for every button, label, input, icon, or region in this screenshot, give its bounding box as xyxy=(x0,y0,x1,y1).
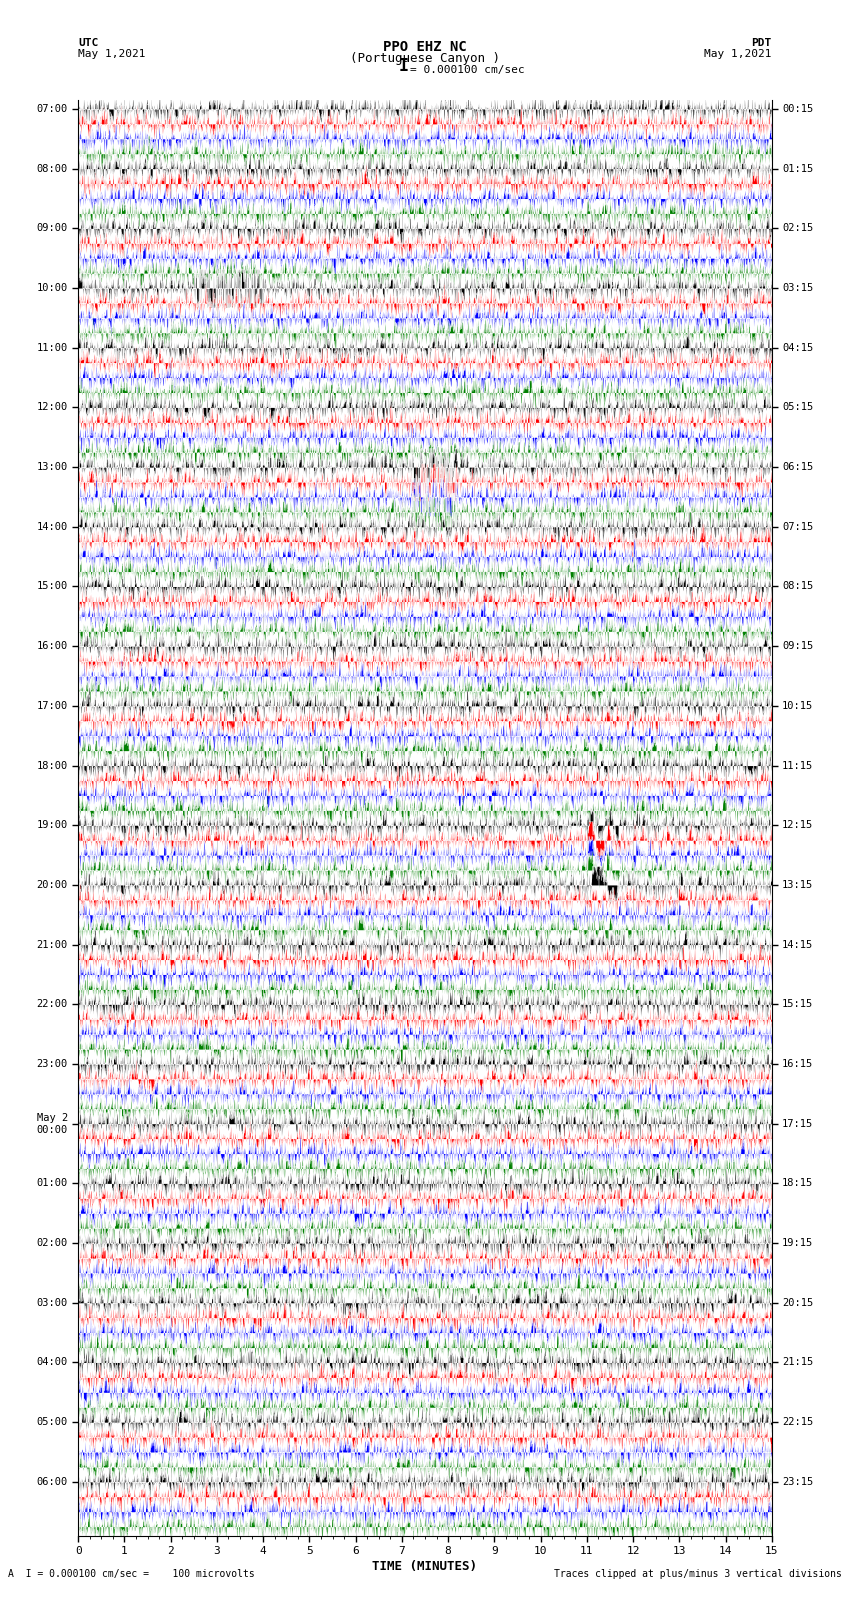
Text: A  I = 0.000100 cm/sec =    100 microvolts: A I = 0.000100 cm/sec = 100 microvolts xyxy=(8,1569,255,1579)
Text: PPO EHZ NC: PPO EHZ NC xyxy=(383,40,467,53)
Text: I: I xyxy=(399,56,409,76)
Text: = 0.000100 cm/sec: = 0.000100 cm/sec xyxy=(410,65,524,76)
Text: May 1,2021: May 1,2021 xyxy=(78,48,145,58)
Text: UTC: UTC xyxy=(78,39,99,48)
Text: Traces clipped at plus/minus 3 vertical divisions: Traces clipped at plus/minus 3 vertical … xyxy=(553,1569,842,1579)
Text: PDT: PDT xyxy=(751,39,772,48)
X-axis label: TIME (MINUTES): TIME (MINUTES) xyxy=(372,1560,478,1573)
Text: May 1,2021: May 1,2021 xyxy=(705,48,772,58)
Text: (Portuguese Canyon ): (Portuguese Canyon ) xyxy=(350,52,500,65)
